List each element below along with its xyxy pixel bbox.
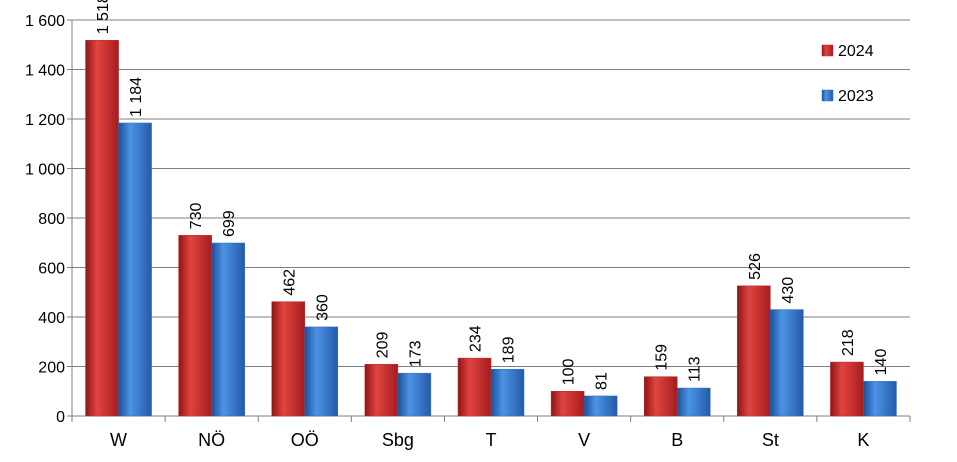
data-labels: 1 518 1 184 730 699 462 360 209 173 234 189 100 81 1…: [95, 0, 890, 390]
bar-2023: [676, 387, 711, 417]
category-label: NÖ: [198, 430, 225, 450]
bar-2024: [364, 364, 399, 417]
bar-2023: [397, 372, 432, 417]
bar-2024: [737, 285, 771, 417]
data-label: 140: [873, 349, 890, 376]
data-label: 218: [840, 329, 857, 356]
bar-2023: [770, 309, 804, 417]
bar-2024: [271, 301, 306, 417]
data-label: 113: [687, 356, 704, 382]
y-tick-label: 1 400: [25, 63, 65, 80]
bar-2024: [830, 361, 864, 417]
bar-2024: [457, 357, 492, 417]
legend-swatch-2023: [821, 89, 834, 102]
category-label: T: [486, 430, 497, 450]
bar-2023: [118, 122, 152, 417]
legend-label-2024: 2024: [838, 43, 874, 60]
data-label: 526: [747, 253, 764, 280]
data-label: 173: [407, 340, 424, 367]
bar-2023: [490, 368, 525, 417]
y-tick-label: 400: [38, 310, 65, 327]
y-tick-label: 1 200: [25, 112, 65, 129]
bars: [85, 40, 897, 417]
category-label: K: [857, 430, 869, 450]
legend-swatch-2024: [821, 44, 834, 57]
y-tick-label: 1 600: [25, 13, 65, 30]
data-label: 462: [281, 269, 298, 296]
legend-label-2023: 2023: [838, 88, 874, 105]
data-label: 1 184: [128, 77, 145, 117]
category-label: V: [578, 430, 590, 450]
bar-2023: [304, 326, 339, 417]
category-label: B: [671, 430, 683, 450]
data-label: 1 518: [95, 0, 112, 34]
data-label: 360: [314, 294, 331, 321]
y-tick-label: 600: [38, 261, 65, 278]
data-label: 159: [654, 344, 671, 371]
bar-2024: [178, 235, 212, 417]
data-label: 234: [468, 325, 485, 352]
bar-2024: [643, 376, 678, 417]
legend: 2024 2023: [821, 43, 874, 105]
axes: 0 200 400 600 800 1 000 1 200 1 400 1 600 W NÖ OÖ Sb…: [25, 13, 911, 450]
data-label: 730: [188, 203, 205, 230]
data-label: 209: [374, 331, 391, 358]
data-label: 100: [561, 358, 578, 385]
data-label: 430: [780, 277, 797, 304]
bar-2023: [583, 395, 618, 417]
category-label: Sbg: [382, 430, 414, 450]
y-tick-label: 800: [38, 211, 65, 228]
category-label: W: [110, 430, 127, 450]
data-label: 81: [594, 372, 611, 390]
data-label: 699: [221, 210, 238, 237]
bar-2023: [211, 242, 245, 417]
category-label: OÖ: [291, 430, 319, 450]
bar-2024: [550, 391, 585, 417]
category-label: St: [762, 430, 779, 450]
bar-2023: [863, 381, 897, 417]
data-label: 189: [501, 336, 518, 363]
bar-2024: [85, 40, 119, 417]
y-tick-label: 1 000: [25, 162, 65, 179]
y-tick-label: 200: [38, 360, 65, 377]
y-tick-label: 0: [56, 409, 65, 426]
